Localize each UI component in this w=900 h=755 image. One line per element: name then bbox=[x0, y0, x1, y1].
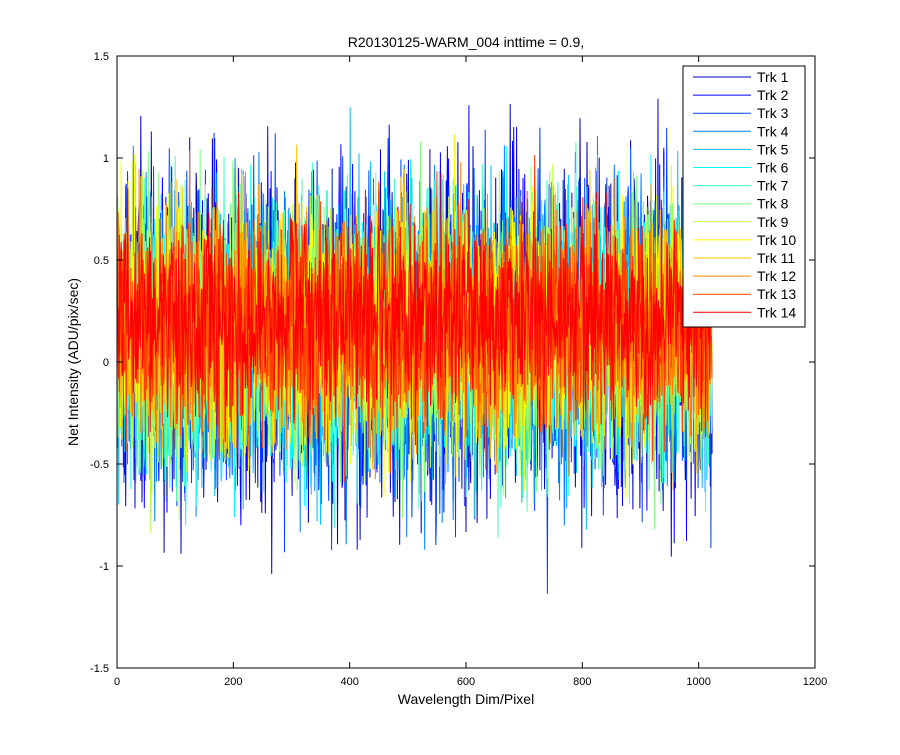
x-axis-label: Wavelength Dim/Pixel bbox=[398, 691, 534, 707]
legend-label: Trk 11 bbox=[757, 250, 795, 266]
legend-label: Trk 3 bbox=[757, 105, 789, 121]
y-tick-label: -0.5 bbox=[90, 459, 109, 471]
x-tick-label: 600 bbox=[457, 676, 475, 688]
series-layer bbox=[117, 98, 713, 594]
legend-label: Trk 9 bbox=[757, 214, 789, 230]
legend: Trk 1 Trk 2 Trk 3 Trk 4 Trk 5 Trk 6 Trk 7 Trk 8… bbox=[682, 65, 806, 328]
y-tick-label: 0.5 bbox=[94, 255, 109, 267]
x-tick-label: 0 bbox=[114, 676, 120, 688]
x-ticks: 0 200 400 600 800 1000 1200 bbox=[114, 56, 827, 688]
y-axis-label: Net Intensity (ADU/pix/sec) bbox=[65, 278, 81, 446]
x-tick-label: 1200 bbox=[803, 676, 827, 688]
legend-label: Trk 6 bbox=[757, 160, 789, 176]
y-tick-label: -1.5 bbox=[90, 663, 109, 675]
legend-entries: Trk 1 Trk 2 Trk 3 Trk 4 Trk 5 Trk 6 Trk 7 Trk 8… bbox=[693, 69, 796, 320]
legend-label: Trk 12 bbox=[757, 268, 796, 284]
chart-title: R20130125-WARM_004 inttime = 0.9, bbox=[348, 34, 584, 50]
legend-label: Trk 14 bbox=[757, 304, 796, 320]
y-tick-label: 1 bbox=[103, 153, 109, 165]
x-tick-label: 400 bbox=[340, 676, 358, 688]
y-ticks: -1.5 -1 -0.5 0 0.5 1 1.5 bbox=[90, 51, 815, 675]
legend-label: Trk 2 bbox=[757, 87, 789, 103]
legend-label: Trk 8 bbox=[757, 196, 789, 212]
legend-label: Trk 5 bbox=[757, 141, 789, 157]
legend-box bbox=[682, 65, 806, 328]
x-tick-label: 800 bbox=[573, 676, 591, 688]
y-tick-label: 0 bbox=[103, 357, 109, 369]
y-tick-label: -1 bbox=[99, 561, 109, 573]
legend-label: Trk 13 bbox=[757, 286, 796, 302]
x-tick-label: 1000 bbox=[686, 676, 710, 688]
series-line-trk-14 bbox=[117, 173, 713, 455]
legend-label: Trk 4 bbox=[757, 123, 789, 139]
x-tick-label: 200 bbox=[224, 676, 242, 688]
legend-label: Trk 1 bbox=[757, 69, 789, 85]
legend-label: Trk 10 bbox=[757, 232, 796, 248]
y-tick-label: 1.5 bbox=[94, 51, 109, 63]
legend-label: Trk 7 bbox=[757, 178, 789, 194]
